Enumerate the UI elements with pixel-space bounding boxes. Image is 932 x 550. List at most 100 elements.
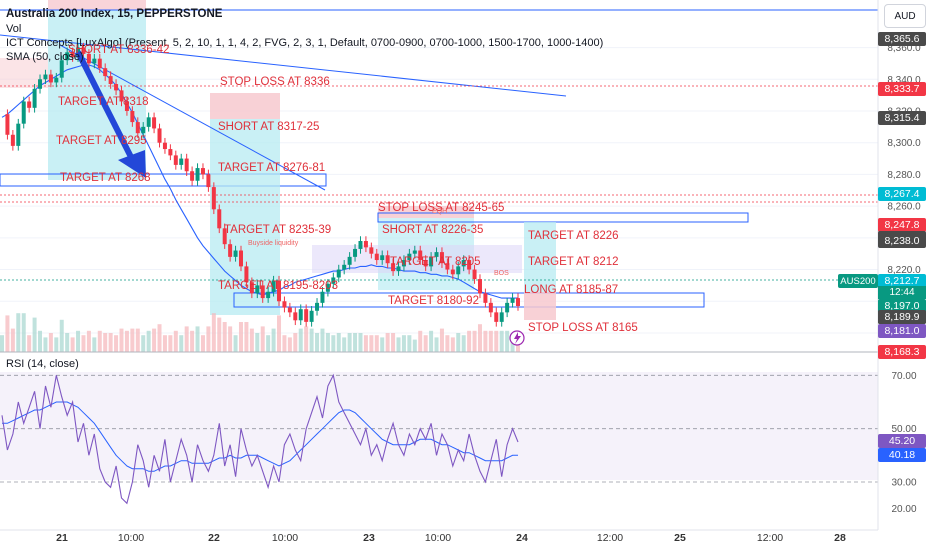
lightning-icon[interactable]	[509, 330, 525, 346]
volume-bar	[238, 322, 243, 352]
volume-bar	[298, 328, 303, 352]
volume-bar	[488, 330, 493, 352]
candle-body	[418, 250, 423, 261]
price-badge: 8,247.8	[878, 218, 926, 233]
volume-legend[interactable]: Vol	[6, 23, 22, 35]
rsi-line	[1, 373, 519, 505]
volume-bar	[249, 328, 254, 352]
candle-body	[211, 187, 216, 210]
volume-bar	[412, 339, 417, 352]
price-tick-label: 8,340.0	[887, 75, 921, 86]
candle-body	[456, 266, 461, 275]
candle-body	[190, 171, 195, 181]
indicator-legend[interactable]: ICT Concepts [LuxAlgo] (Present, 5, 2, 1…	[6, 37, 604, 49]
candle-body	[434, 252, 439, 257]
arrow-icon	[75, 50, 146, 178]
volume-bar	[222, 322, 227, 352]
rsi-pane[interactable]	[0, 372, 878, 505]
time-axis[interactable]: 21 10:00 22 10:00 23 10:00 24 12:00 25 12:00 28	[56, 532, 846, 544]
candle-body	[32, 88, 37, 108]
volume-bar	[38, 330, 43, 352]
candle-body	[21, 101, 26, 124]
volume-bar	[119, 328, 124, 352]
ticker-label[interactable]: AUS200	[838, 274, 878, 288]
candle-body	[195, 168, 200, 181]
candle-body	[516, 298, 520, 307]
bar-countdown: 12:44	[878, 286, 926, 299]
candle-body	[304, 309, 309, 322]
price-badge: 8,315.4	[878, 111, 926, 126]
price-tick-label: 8,220.0	[887, 265, 921, 276]
volume-bar	[76, 330, 81, 352]
candle-body	[200, 168, 205, 175]
volume-bar	[423, 335, 428, 352]
rsi-ma-line	[2, 401, 518, 472]
volume-bar	[97, 330, 102, 352]
rsi-legend[interactable]: RSI (14, close)	[6, 358, 79, 370]
sma-legend[interactable]: SMA (50, close)	[6, 51, 84, 63]
candle-body	[358, 241, 363, 249]
price-tick-label: 8,280.0	[887, 170, 921, 181]
volume-bar	[43, 337, 48, 352]
candle-body	[396, 266, 401, 272]
volume-bar	[450, 337, 455, 352]
candle-body	[320, 291, 325, 303]
candle-body	[206, 174, 211, 188]
currency-button[interactable]: AUD	[884, 4, 926, 28]
candle-body	[130, 110, 135, 123]
volume-bar	[439, 328, 444, 352]
volume-bar	[418, 330, 423, 352]
candle-body	[48, 74, 53, 83]
rsi-levels	[0, 374, 878, 483]
volume-bar	[32, 317, 37, 352]
candle-body	[54, 77, 59, 83]
volume-bar	[315, 333, 320, 352]
volume-bar	[152, 328, 157, 352]
symbol-title[interactable]: Australia 200 Index, 15, PEPPERSTONE	[6, 8, 223, 20]
annotation: TARGET AT 8295	[56, 135, 147, 147]
volume-bar	[86, 330, 91, 352]
volume-bar	[391, 333, 396, 352]
candle-body	[255, 285, 260, 294]
price-pane[interactable]	[0, 0, 878, 352]
candle-body	[277, 280, 282, 302]
candle-body	[179, 158, 184, 165]
candle-body	[59, 60, 64, 78]
volume-bar	[92, 337, 97, 352]
volume-bar	[287, 337, 292, 352]
volume-bar	[429, 330, 434, 352]
volume-bar	[244, 322, 249, 352]
volume-bar	[54, 337, 59, 352]
candle-body	[380, 255, 385, 261]
stop-zone-right	[378, 206, 474, 218]
candle-body	[266, 291, 271, 299]
stop-zone-left	[48, 0, 146, 10]
volume-bar	[0, 335, 4, 352]
price-tick-label: 8,260.0	[887, 202, 921, 213]
volume-bar	[358, 333, 363, 352]
price-badge: 8,181.0	[878, 324, 926, 339]
annotation: TARGET AT 8235-39	[224, 224, 332, 236]
volume-bar	[21, 313, 26, 352]
annotation: TARGET AT 8276-81	[218, 162, 326, 174]
volume-bar	[206, 326, 211, 352]
volume-bar	[65, 333, 70, 352]
volume-bar	[103, 333, 108, 352]
annotation: TARGET AT 8318	[58, 96, 149, 108]
volume-bar	[228, 326, 233, 352]
candle-body	[173, 155, 178, 165]
target-zone-mid	[210, 119, 280, 315]
price-badge: 8,189.9	[878, 310, 926, 325]
candle-body	[38, 79, 43, 89]
volume-bar	[124, 330, 129, 352]
annotation: TARGET AT 8205	[390, 256, 481, 268]
volume-bar	[456, 333, 461, 352]
rsi-value-badge: 45.20	[878, 434, 926, 449]
candle-body	[336, 269, 341, 278]
candle-body	[271, 280, 276, 292]
volume-bar	[81, 335, 86, 352]
volume-bar	[325, 333, 330, 352]
volume-bar	[157, 324, 162, 352]
candle-body	[233, 250, 238, 257]
candle-body	[499, 312, 504, 322]
